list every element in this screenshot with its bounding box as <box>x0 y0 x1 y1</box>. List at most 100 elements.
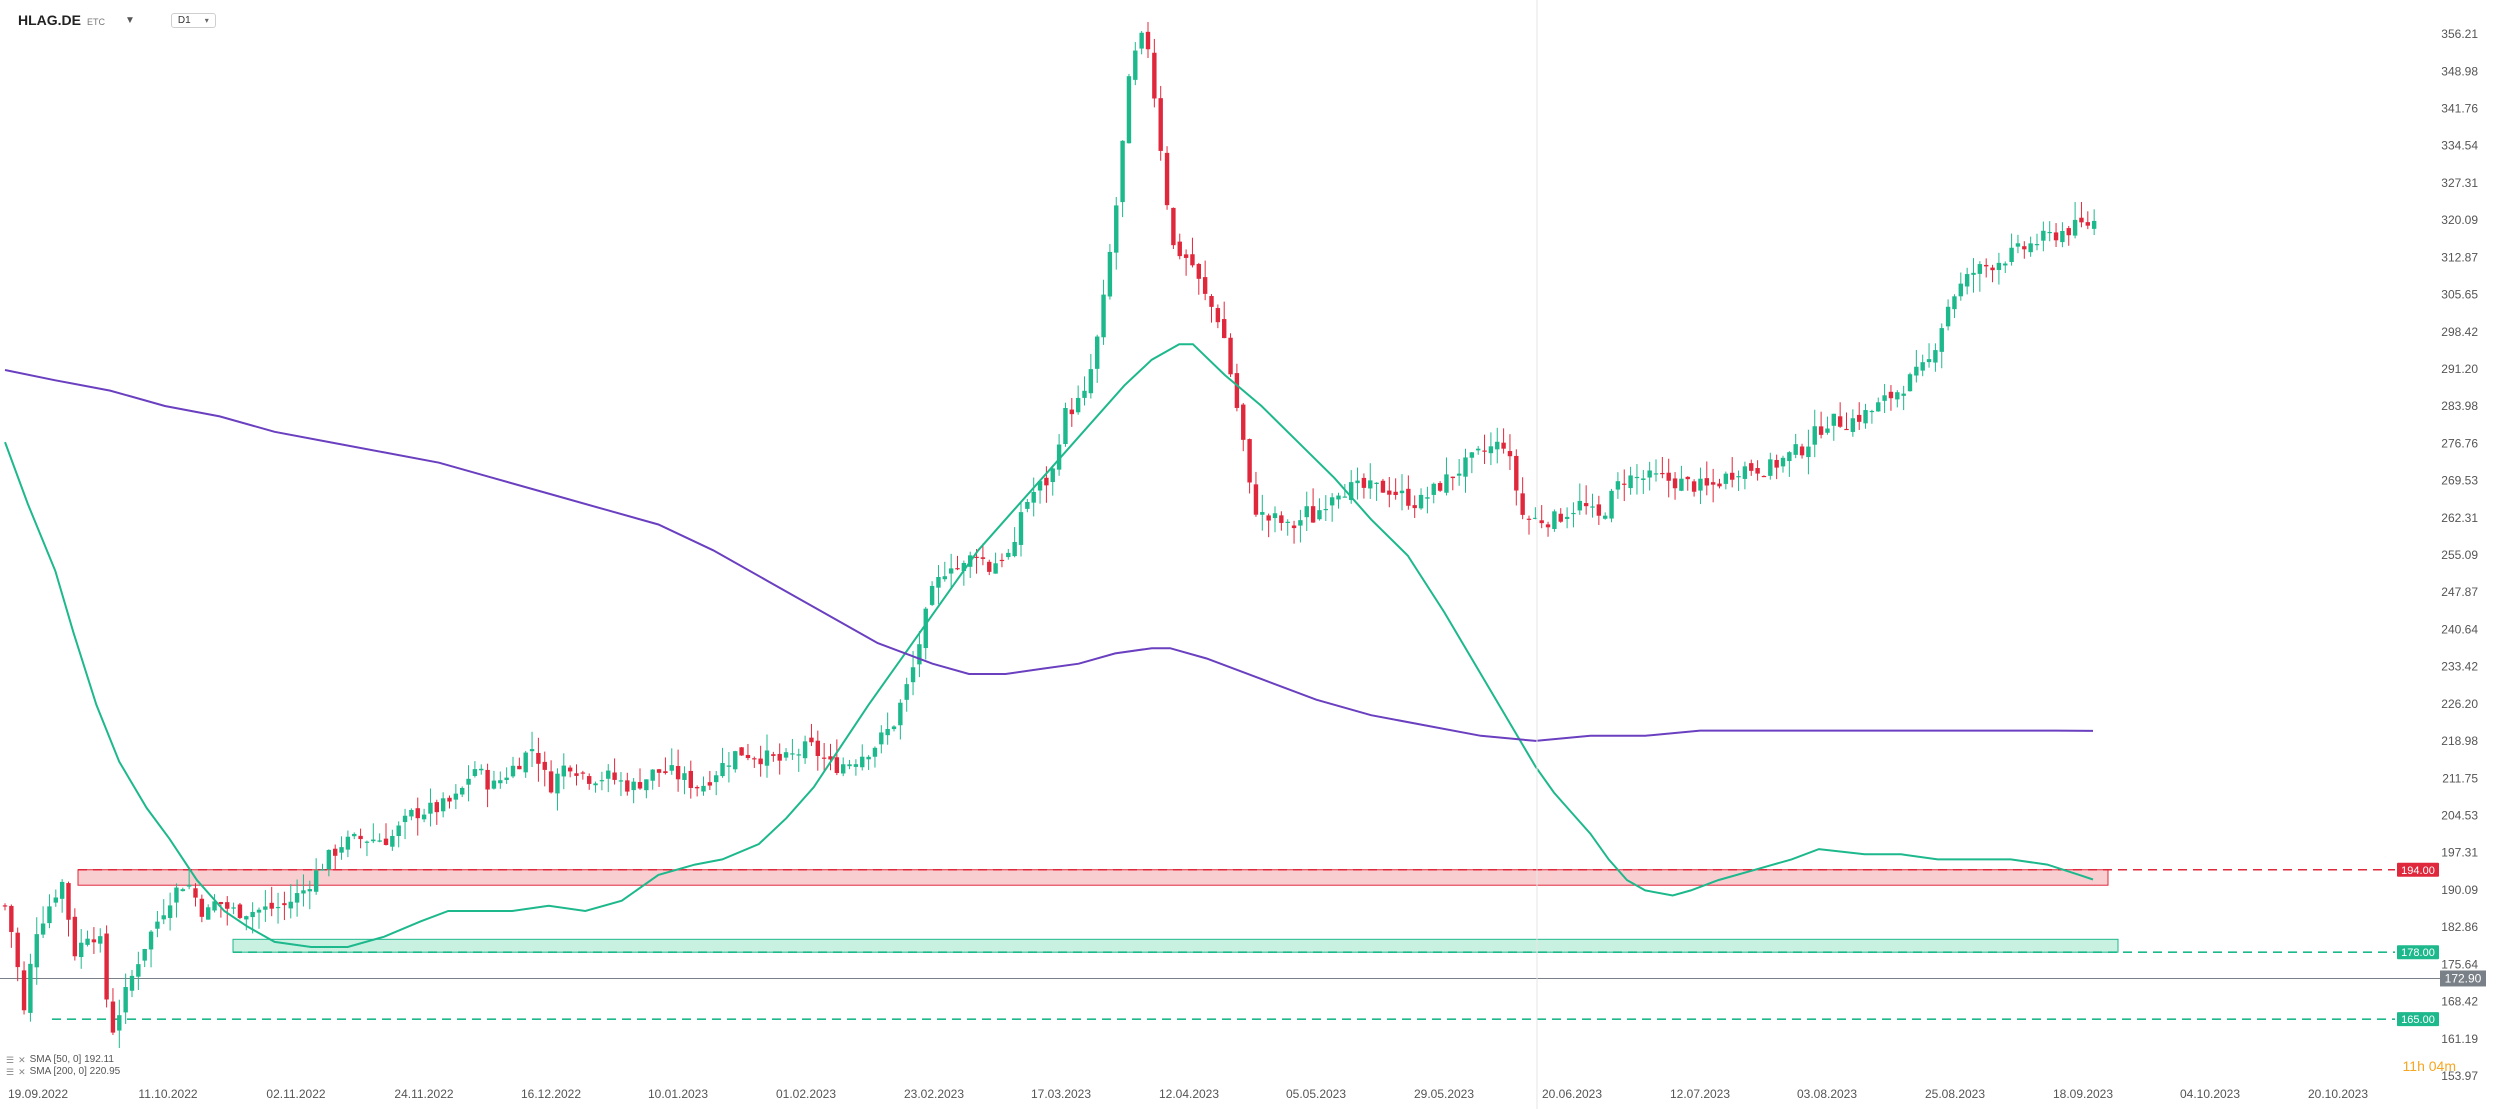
timer-hours: 11h <box>2402 1058 2425 1074</box>
y-tick-label: 233.42 <box>2441 660 2478 674</box>
settings-icon[interactable]: ☰ <box>6 1067 15 1077</box>
candle-body <box>1006 552 1011 558</box>
candle-body <box>1361 477 1367 488</box>
candle-body <box>1355 480 1360 484</box>
candle-body <box>1939 328 1944 352</box>
candle-body <box>409 809 414 817</box>
candle-body <box>771 754 776 756</box>
candle-body <box>1666 472 1671 481</box>
candle-body <box>371 839 376 842</box>
candle-body <box>898 702 903 726</box>
candle-body <box>847 764 852 767</box>
level-price-label: 194.00 <box>2397 862 2439 877</box>
candle-body <box>1310 506 1316 523</box>
indicator-sma200[interactable]: ☰ ✕ SMA [200, 0] 220.95 <box>6 1066 120 1078</box>
chart-levels <box>0 868 2440 1020</box>
candle-body <box>79 942 84 958</box>
candle-body <box>1736 476 1741 478</box>
candle-body <box>923 608 928 649</box>
candle-body <box>1831 413 1836 426</box>
candle-body <box>783 752 789 758</box>
candle-body <box>1964 274 1970 287</box>
x-tick-label: 20.06.2023 <box>1542 1087 1602 1101</box>
candle-body <box>1876 402 1881 412</box>
candle-body <box>1177 241 1182 257</box>
candle-body <box>1780 457 1786 467</box>
x-tick-label: 12.04.2023 <box>1159 1087 1219 1101</box>
y-tick-label: 312.87 <box>2441 250 2478 264</box>
candle-body <box>885 728 890 736</box>
candle-body <box>1698 478 1703 491</box>
candle-body <box>1755 468 1760 474</box>
candle-body <box>1317 510 1322 520</box>
indicator-sma50[interactable]: ☰ ✕ SMA [50, 0] 192.11 <box>6 1054 120 1066</box>
candle-body <box>428 802 433 814</box>
candle-body <box>669 765 674 771</box>
resistance-zone <box>77 869 2109 886</box>
candle-body <box>1031 491 1036 503</box>
symbol-name[interactable]: HLAG.DE <box>18 12 81 28</box>
last-price-label: 172.90 <box>2440 970 2486 987</box>
candle-body <box>129 975 135 991</box>
candle-body <box>1984 264 1989 267</box>
candle-body <box>212 901 217 911</box>
candle-body <box>828 756 833 760</box>
candle-body <box>1374 482 1379 485</box>
candle-body <box>2079 217 2084 223</box>
candle-body <box>948 568 954 574</box>
candle-body <box>625 780 630 792</box>
candle-body <box>491 780 497 789</box>
settings-icon[interactable]: ☰ <box>6 1055 15 1065</box>
candle-body <box>358 835 363 840</box>
indicator-label: SMA [200, 0] 220.95 <box>29 1066 121 1077</box>
candle-body <box>1234 373 1240 408</box>
candle-body <box>536 752 541 764</box>
y-tick-label: 240.64 <box>2441 622 2478 636</box>
candle-body <box>2022 246 2027 250</box>
candle-body <box>980 557 986 559</box>
y-tick-label: 320.09 <box>2441 213 2478 227</box>
x-tick-label: 25.08.2023 <box>1925 1087 1985 1101</box>
candle-body <box>2015 243 2021 247</box>
candle-body <box>910 667 916 683</box>
candle-body <box>517 765 522 770</box>
candle-body <box>1863 410 1868 424</box>
candle-body <box>1653 473 1659 475</box>
x-tick-label: 02.11.2022 <box>266 1087 325 1101</box>
candle-body <box>1920 362 1925 371</box>
symbol-dropdown-icon[interactable]: ▼ <box>125 14 135 26</box>
candlestick-series <box>2 22 2097 1049</box>
x-tick-label: 04.10.2023 <box>2180 1087 2240 1101</box>
candle-body <box>1742 466 1748 479</box>
candle-body <box>866 756 871 760</box>
candle-body <box>1704 478 1709 486</box>
close-icon[interactable]: ✕ <box>18 1055 26 1065</box>
candle-body <box>1101 294 1106 338</box>
close-icon[interactable]: ✕ <box>18 1067 26 1077</box>
candle-body <box>2028 243 2033 253</box>
candle-body <box>98 936 103 944</box>
candle-body <box>1329 497 1335 506</box>
timeframe-select[interactable]: D1 ▾ <box>170 12 216 28</box>
price-labels: 194.00 178.00 165.00 172.90 <box>2397 862 2486 1027</box>
candle-body <box>472 769 478 776</box>
last-price-bg <box>2440 970 2486 987</box>
candle-body <box>2066 228 2071 236</box>
candle-body <box>1272 513 1278 519</box>
candle-body <box>606 770 611 779</box>
x-tick-label: 20.10.2023 <box>2308 1087 2368 1101</box>
candle-body <box>1825 428 1830 433</box>
candle-body <box>142 948 147 961</box>
x-tick-label: 18.09.2023 <box>2053 1087 2113 1101</box>
candle-body <box>612 772 617 780</box>
candle-body <box>161 915 166 920</box>
candle-body <box>1507 451 1513 457</box>
candle-body <box>1228 337 1233 375</box>
candle-body <box>485 769 490 790</box>
candle-body <box>548 771 554 793</box>
candle-body <box>675 765 681 780</box>
candle-body <box>1050 468 1055 483</box>
candle-body <box>561 765 566 777</box>
candle-body <box>974 556 979 559</box>
